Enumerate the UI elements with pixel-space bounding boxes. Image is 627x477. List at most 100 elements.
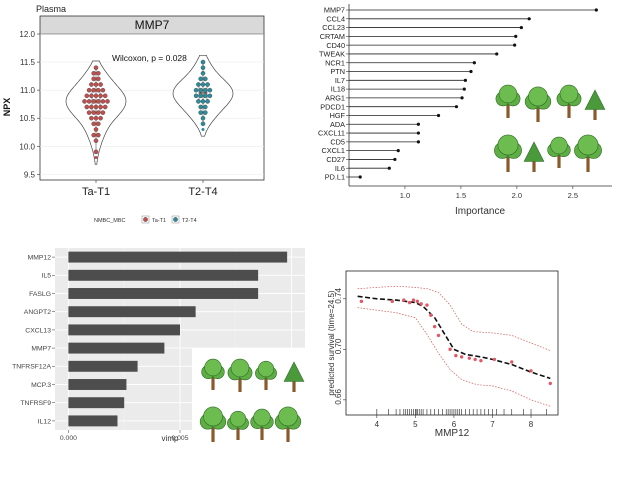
tree-trunk [557, 155, 561, 168]
tree-trunk [593, 107, 597, 120]
tree-trunk [211, 427, 215, 442]
tree-trunk [536, 107, 540, 122]
violin-data-point [91, 110, 96, 115]
lollipop-head [358, 175, 362, 179]
tree-trunk [211, 377, 215, 390]
survival-data-point [402, 298, 406, 302]
survival-x-ticks: 4 5 6 7 8 [375, 415, 534, 429]
violin-y-ticks: 9.5 10.0 10.5 11.0 11.5 12.0 [19, 30, 40, 179]
bar-category-label: MCP.3 [31, 382, 51, 389]
violin-data-point [200, 121, 206, 127]
survival-data-point [454, 353, 458, 358]
bar-x-tick-label: 0.005 [171, 435, 188, 442]
tree-foliage [498, 84, 518, 104]
survival-data-point [419, 302, 423, 306]
violin-data-point [84, 93, 90, 99]
survival-y-tick-label: 0.66 [334, 389, 343, 405]
survival-data-point [467, 356, 472, 360]
survival-x-axis-label: MMP12 [435, 428, 470, 439]
lollipop-category-label: PD.L1 [325, 173, 345, 182]
violin-outlier-point [94, 156, 98, 160]
violin-data-point [203, 93, 208, 99]
tree-icon [523, 141, 545, 172]
bar [68, 324, 180, 336]
lollipop-category-label: ADA [330, 120, 345, 129]
tree-trunk [286, 427, 290, 442]
violin-outlier-point [201, 127, 205, 131]
tree-icon [556, 84, 582, 118]
survival-y-axis-label: predicted survival (time=24.5) [327, 290, 336, 395]
violin-data-point [96, 132, 101, 138]
violin-legend: NMBC_MBC Ta-T1 T2-T4 [94, 215, 197, 224]
tree-trunk [264, 378, 268, 390]
violin-data-point [198, 104, 203, 110]
violin-data-point [200, 65, 206, 70]
lollipop-category-label: IL7 [335, 76, 345, 85]
lollipop-category-label: PTN [330, 67, 345, 76]
violin-data-point [96, 121, 101, 127]
bar-category-label: MMP12 [28, 255, 52, 262]
lollipop-category-label: TWEAK [319, 50, 345, 59]
tree-icon [227, 358, 253, 392]
tree-icon [494, 134, 522, 172]
lollipop-x-ticks: 1.0 1.5 2.0 2.5 [400, 186, 578, 200]
survival-data-point [425, 303, 429, 307]
legend-title: NMBC_MBC [94, 218, 126, 224]
tree-icon [201, 358, 225, 390]
tree-icon [495, 84, 521, 118]
violin-data-point [93, 149, 99, 155]
tree-icon [584, 89, 606, 120]
survival-x-tick-label: 5 [413, 420, 418, 429]
bar-category-label: IL12 [38, 418, 51, 425]
bar-category-label: MMP7 [31, 346, 51, 353]
violin-data-point [198, 76, 203, 82]
lollipop-category-label: CRTAM [320, 32, 345, 41]
survival-rug [376, 409, 547, 415]
lollipop-category-label: HGF [330, 111, 346, 120]
tree-foliage [528, 86, 548, 107]
violin-data-point [89, 115, 94, 121]
panel-label: Plasma [36, 4, 66, 14]
bar [68, 269, 259, 281]
violin-data-point [196, 99, 201, 104]
survival-data-point [411, 298, 416, 302]
violin-data-point [96, 99, 101, 104]
tree-foliage [229, 410, 247, 428]
tree-trunk [506, 156, 510, 172]
lollipop-head [454, 105, 459, 109]
lollipop-head [594, 8, 598, 12]
violin-data-point [93, 82, 99, 87]
lollipop-head [514, 34, 518, 38]
survival-x-tick-label: 4 [375, 420, 380, 429]
survival-data-point [548, 381, 552, 386]
violin-data-point [203, 104, 208, 110]
violin-y-tick-label: 11.0 [20, 86, 36, 95]
survival-data-point [436, 333, 441, 338]
bar-x-ticks: 0.000 0.005 [60, 430, 189, 442]
tree-foliage [523, 141, 545, 162]
survival-data-point [359, 299, 364, 304]
survival-plot-frame [345, 270, 559, 416]
lollipop-category-label: CD40 [326, 41, 345, 50]
violin-data-point [105, 99, 110, 104]
lollipop-category-label: IL6 [335, 164, 345, 173]
bar [68, 251, 288, 263]
lollipop-head [527, 17, 531, 21]
violin-data-point [203, 76, 208, 82]
violin-data-point [86, 110, 92, 115]
tree-foliage [584, 89, 606, 110]
lollipop-head [416, 131, 420, 135]
tree-icon [283, 361, 305, 392]
violin-shapes [65, 54, 234, 165]
lollipop-x-tick-label: 1.0 [400, 191, 410, 200]
lollipop-head [462, 87, 466, 91]
tree-foliage [550, 136, 568, 155]
lollipop-x-axis-label: Importance [455, 206, 505, 217]
bar-category-label: CXCL13 [25, 327, 51, 334]
violin-data-point [91, 87, 96, 93]
violin-data-point [89, 104, 94, 110]
tree-icon [255, 360, 277, 390]
tree-cluster-illustration [488, 76, 608, 180]
survival-panel: 0.66 0.70 0.74 4 5 6 7 8 MMP12 predicted survi… [327, 270, 559, 439]
tree-cluster-illustration-2 [192, 348, 318, 448]
